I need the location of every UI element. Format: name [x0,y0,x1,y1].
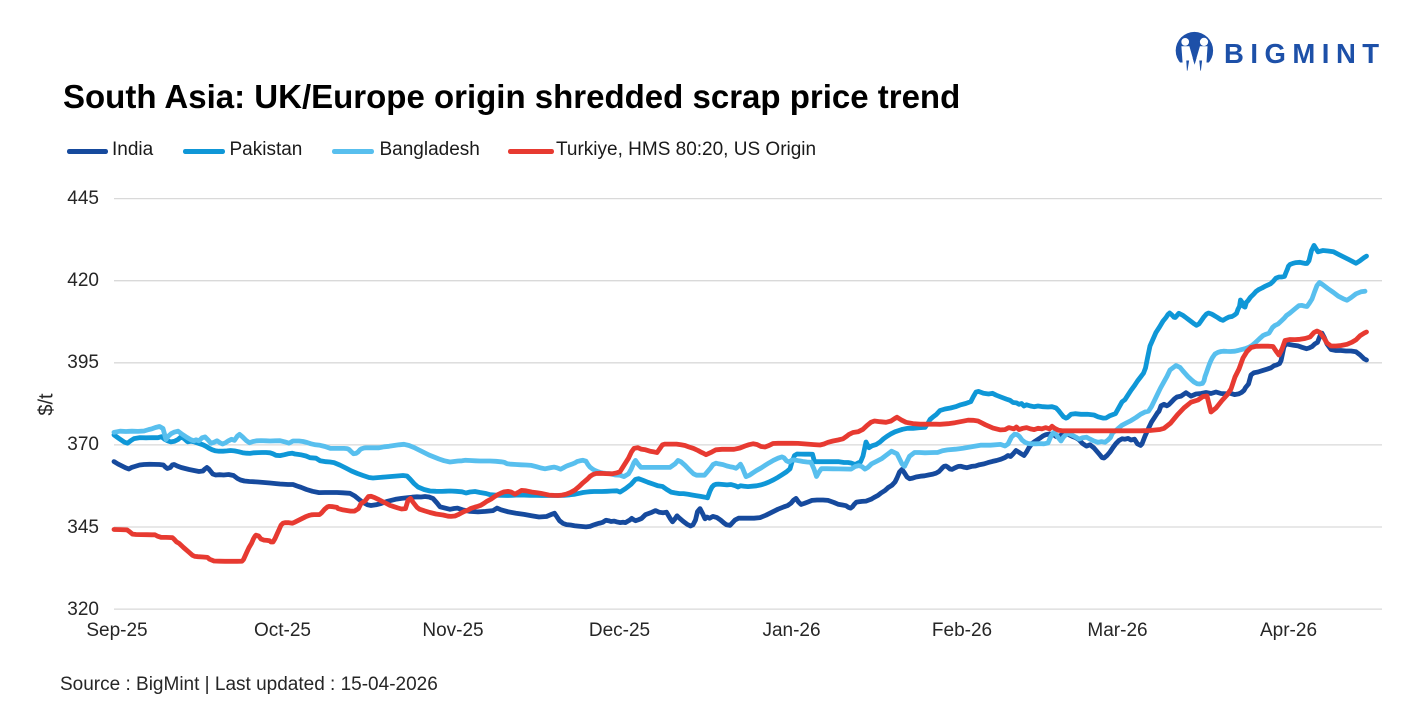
svg-text:BIGMINT: BIGMINT [1224,38,1386,69]
